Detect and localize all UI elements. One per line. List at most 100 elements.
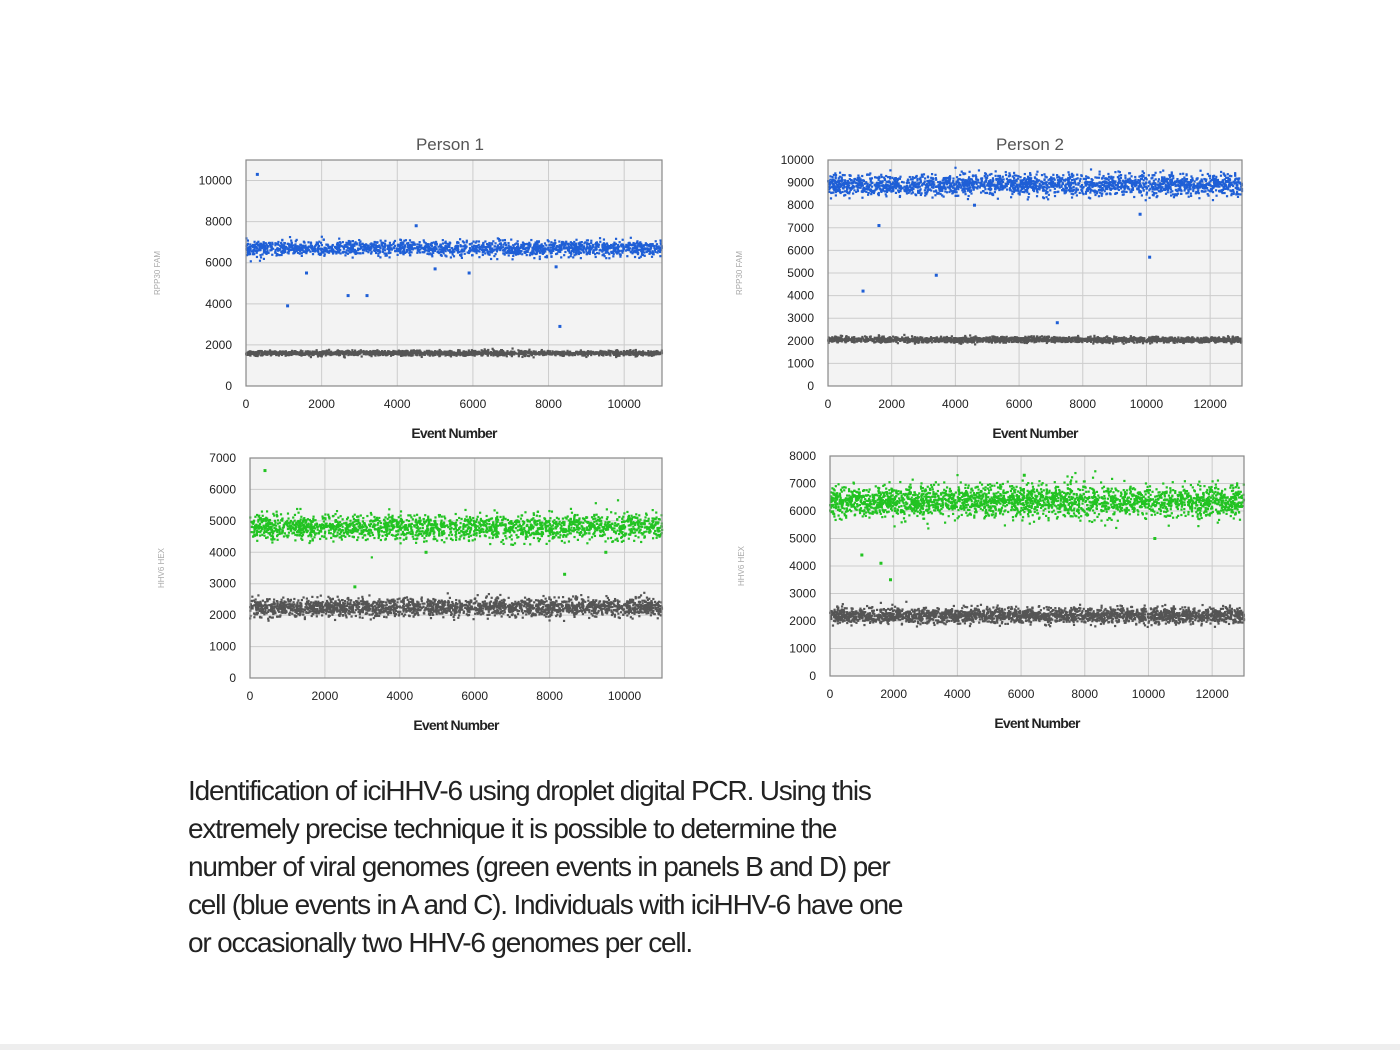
event-point [578, 245, 581, 248]
event-point [998, 188, 1001, 192]
event-point [251, 253, 254, 256]
event-point [507, 242, 510, 245]
event-point [1031, 182, 1034, 185]
event-point [613, 244, 616, 247]
event-point [318, 253, 322, 256]
event-point [394, 351, 398, 354]
event-point [364, 243, 367, 247]
event-point [606, 243, 609, 247]
event-point [323, 253, 326, 256]
event-point [613, 351, 616, 354]
event-point [589, 352, 592, 355]
y-tick-label: 2000 [205, 338, 232, 352]
event-point [579, 241, 582, 244]
event-point [564, 353, 567, 356]
event-point [590, 353, 593, 357]
event-point [552, 244, 555, 248]
event-point [362, 249, 365, 252]
event-point [466, 251, 469, 254]
event-point [1142, 172, 1146, 175]
event-point [259, 243, 262, 246]
event-point [301, 245, 304, 248]
event-point [631, 252, 634, 255]
event-point [1013, 179, 1016, 182]
event-point [1164, 192, 1168, 195]
event-point [267, 352, 270, 355]
event-point [646, 351, 649, 355]
event-point [1143, 185, 1146, 188]
event-point [828, 188, 831, 191]
event-point [315, 349, 318, 352]
event-point [419, 350, 422, 353]
event-point [357, 249, 360, 252]
event-point [1237, 180, 1240, 183]
event-point [444, 245, 447, 248]
event-point [299, 243, 302, 247]
event-point [323, 350, 327, 354]
event-point [992, 184, 995, 187]
event-point [483, 348, 486, 351]
event-point [250, 352, 253, 355]
event-point [403, 239, 406, 242]
event-point [516, 245, 519, 249]
event-point [542, 352, 546, 355]
event-point [1107, 181, 1111, 185]
event-point [535, 245, 538, 248]
event-point [977, 185, 980, 188]
event-point [256, 354, 259, 358]
event-point [349, 353, 352, 356]
event-point [539, 248, 542, 251]
event-point [423, 251, 426, 254]
event-point [940, 189, 943, 192]
event-point [1227, 188, 1230, 191]
event-point [267, 350, 270, 354]
event-point [577, 252, 581, 256]
event-point [656, 251, 659, 254]
event-point [519, 352, 522, 355]
event-point [566, 243, 570, 246]
event-point [525, 254, 528, 257]
event-point [627, 249, 631, 252]
event-point [486, 354, 490, 357]
event-point [559, 354, 562, 357]
x-tick-label: 2000 [308, 397, 335, 411]
event-point [497, 237, 501, 241]
event-point [651, 351, 654, 354]
event-point [351, 350, 355, 354]
event-point [921, 175, 924, 178]
event-point [1092, 183, 1095, 186]
event-point [944, 176, 947, 180]
event-point [281, 244, 284, 247]
event-point [564, 247, 567, 250]
event-point [528, 254, 531, 257]
event-point [1163, 176, 1166, 179]
event-point [387, 246, 390, 249]
outlier-point [467, 271, 471, 275]
event-point [860, 181, 864, 184]
event-point [459, 245, 462, 248]
event-point [353, 349, 357, 352]
event-point [401, 241, 404, 244]
event-point [659, 242, 662, 245]
event-point [494, 253, 497, 256]
event-point [616, 245, 619, 248]
event-point [280, 351, 283, 354]
event-point [547, 352, 550, 356]
event-point [1145, 178, 1148, 181]
event-point [974, 174, 977, 177]
event-point [330, 246, 334, 249]
event-point [403, 352, 406, 355]
event-point [1124, 186, 1127, 189]
event-point [389, 251, 392, 254]
event-point [1064, 178, 1067, 181]
event-point [848, 197, 851, 200]
event-point [310, 245, 314, 249]
event-point [610, 246, 613, 249]
event-point [490, 247, 493, 251]
event-point [916, 191, 920, 194]
event-point [451, 253, 454, 256]
event-point [1019, 176, 1022, 179]
event-point [892, 189, 895, 192]
event-point [838, 175, 841, 178]
event-point [556, 252, 559, 255]
